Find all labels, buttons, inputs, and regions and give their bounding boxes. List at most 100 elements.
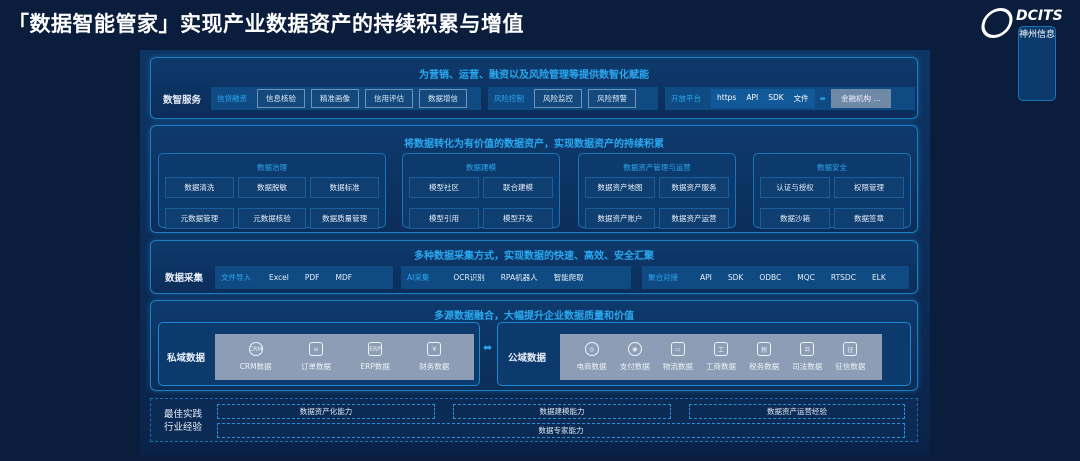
cell: 数据脱敏 xyxy=(237,177,307,198)
cell: 模型引用 xyxy=(409,208,479,229)
item: SDK xyxy=(727,273,744,282)
item: OCR识别 xyxy=(453,273,485,282)
double-arrow-icon: ⬌ xyxy=(483,341,493,354)
item: MQC xyxy=(797,273,815,282)
source-label: 工商数据 xyxy=(705,362,736,371)
source-item: ≡ 订单数据 xyxy=(301,342,331,372)
group-label: 聚合对接 xyxy=(648,273,678,282)
source-label: 司法数据 xyxy=(792,362,823,371)
item: MDF xyxy=(335,273,353,282)
cell: 数据资产服务 xyxy=(659,177,729,198)
item: RPA机器人 xyxy=(500,273,538,282)
group-credit: 信贷融资 信息核验 精准画像 信用评估 数据增信 xyxy=(211,87,481,110)
module-asset-management: 数据资产管理与运营 数据资产地图 数据资产服务 数据资产账户 数据资产运营 xyxy=(578,153,736,229)
chip: 信息核验 xyxy=(257,89,305,108)
source-label: 电商数据 xyxy=(576,362,607,371)
assets-title: 将数据转化为有价值的数据资产，实现数据资产的持续积累 xyxy=(404,139,664,150)
protocol-list: https API SDK 文件 xyxy=(711,89,815,108)
cell: 数据清洗 xyxy=(165,177,234,198)
protocol: 文件 xyxy=(793,94,809,103)
source-label: 税务数据 xyxy=(749,362,780,371)
services-title: 为营销、运营、融资以及风险管理等提供数智化赋能 xyxy=(419,70,649,81)
public-sources: ◎ 电商数据 ◉ 支付数据 ▭ 物流数据 工工商数据 税税务数据 ⚖ 司法数据 征征信数… xyxy=(560,334,882,380)
group-ai: AI采集 OCR识别 RPA机器人 智能爬取 xyxy=(401,266,631,289)
public-label: 公域数据 xyxy=(508,353,547,364)
tax-icon: 税 xyxy=(757,342,772,356)
page-title: 「数据智能管家」实现产业数据资产的持续积累与增值 xyxy=(8,12,524,36)
judicial-icon: ⚖ xyxy=(800,342,815,356)
item: Excel xyxy=(269,273,289,282)
cell: 数据资产账户 xyxy=(585,208,655,229)
private-label: 私域数据 xyxy=(167,353,206,364)
logo-sub: 神州信息 xyxy=(1018,26,1057,101)
source-item: ▭ 物流数据 xyxy=(663,342,693,372)
assets-panel: 将数据转化为有价值的数据资产，实现数据资产的持续积累 数据治理 数据清洗 数据脱… xyxy=(150,125,918,233)
source-item: 工工商数据 xyxy=(706,342,736,372)
group-file-import: 文件导入 Excel PDF MDF xyxy=(215,266,393,289)
double-arrow-icon: ⬌ xyxy=(819,94,826,103)
source-item: ⚖ 司法数据 xyxy=(792,342,822,372)
source-label: 财务数据 xyxy=(419,362,450,371)
source-item: 税税务数据 xyxy=(749,342,779,372)
credit-icon: 征 xyxy=(843,342,858,356)
chip: 风险监控 xyxy=(534,89,582,108)
cell: 模型社区 xyxy=(409,177,479,198)
item: API xyxy=(700,273,712,282)
source-item: CRM CRM数据 xyxy=(240,342,272,372)
logo-brand: DCITS xyxy=(1016,8,1063,24)
public-data-box: 公域数据 ◎ 电商数据 ◉ 支付数据 ▭ 物流数据 工工商数据 税税务数据 ⚖ 司法数据… xyxy=(497,322,911,386)
cell: 认证与授权 xyxy=(760,177,830,198)
item: RTSDC xyxy=(830,273,856,282)
cell: 数据质量管理 xyxy=(310,208,379,229)
protocol: https xyxy=(717,93,737,102)
practice-label-line: 行业经验 xyxy=(164,422,203,433)
chip: 风险预警 xyxy=(588,89,636,108)
group-label: 信贷融资 xyxy=(217,94,247,103)
collection-panel: 多种数据采集方式，实现数据的快速、高效、安全汇聚 数据采集 文件导入 Excel… xyxy=(150,240,918,294)
practice-label-line: 最佳实践 xyxy=(164,409,203,420)
cell: 模型开发 xyxy=(483,208,553,229)
group-label: 开放平台 xyxy=(671,94,701,103)
source-label: 征信数据 xyxy=(835,362,866,371)
group-label: 风险控制 xyxy=(494,94,524,103)
practice-panel: 最佳实践 行业经验 数据资产化能力 数据建模能力 数据资产运营经验 数据专家能力 xyxy=(150,398,918,442)
item: PDF xyxy=(304,273,320,282)
payment-icon: ◉ xyxy=(627,342,642,356)
chip: 精准画像 xyxy=(311,89,359,108)
source-item: ¥ 财务数据 xyxy=(419,342,449,372)
fusion-title: 多源数据融合，大幅提升企业数据质量和价值 xyxy=(434,311,634,322)
item: ODBC xyxy=(759,273,782,282)
item: ELK xyxy=(871,273,886,282)
source-item: ERP ERP数据 xyxy=(360,342,390,372)
source-label: 物流数据 xyxy=(662,362,693,371)
order-icon: ≡ xyxy=(309,342,323,356)
module-modeling: 数据建模 模型社区 联合建模 模型引用 模型开发 xyxy=(402,153,560,229)
item: 智能爬取 xyxy=(553,273,584,282)
collection-title: 多种数据采集方式，实现数据的快速、高效、安全汇聚 xyxy=(414,251,654,262)
services-panel: 为营销、运营、融资以及风险管理等提供数智化赋能 数智服务 信贷融资 信息核验 精… xyxy=(150,57,918,119)
logo-mark-icon xyxy=(977,8,1017,38)
finance-icon: ¥ xyxy=(427,342,442,356)
module-title: 数据安全 xyxy=(817,163,847,172)
cell: 数据资产运营 xyxy=(659,208,729,229)
private-data-box: 私域数据 CRM CRM数据 ≡ 订单数据 ERP ERP数据 ¥ 财务数据 xyxy=(158,322,480,386)
module-governance: 数据治理 数据清洗 数据脱敏 数据标准 元数据管理 元数据核验 数据质量管理 xyxy=(158,153,386,229)
practice-item: 数据专家能力 xyxy=(217,423,905,438)
practice-item: 数据资产化能力 xyxy=(217,404,435,419)
group-risk: 风险控制 风险监控 风险预警 xyxy=(488,87,658,110)
services-label: 数智服务 xyxy=(163,95,202,106)
dcits-logo: DCITS 神州信息 xyxy=(977,6,1074,101)
module-title: 数据建模 xyxy=(466,163,496,172)
erp-icon: ERP xyxy=(368,342,383,356)
target-box: 金融机构 ... xyxy=(830,89,891,108)
source-item: ◉ 支付数据 xyxy=(620,342,650,372)
group-label: 文件导入 xyxy=(221,273,251,282)
cell: 数据签章 xyxy=(834,208,904,229)
source-label: CRM数据 xyxy=(239,362,272,371)
source-label: 订单数据 xyxy=(301,362,331,371)
logistics-icon: ▭ xyxy=(670,342,685,356)
ecommerce-icon: ◎ xyxy=(584,342,599,356)
fusion-panel: 多源数据融合，大幅提升企业数据质量和价值 私域数据 CRM CRM数据 ≡ 订单数据… xyxy=(150,300,918,391)
chip: 数据增信 xyxy=(419,89,467,108)
protocol: SDK xyxy=(768,93,784,102)
